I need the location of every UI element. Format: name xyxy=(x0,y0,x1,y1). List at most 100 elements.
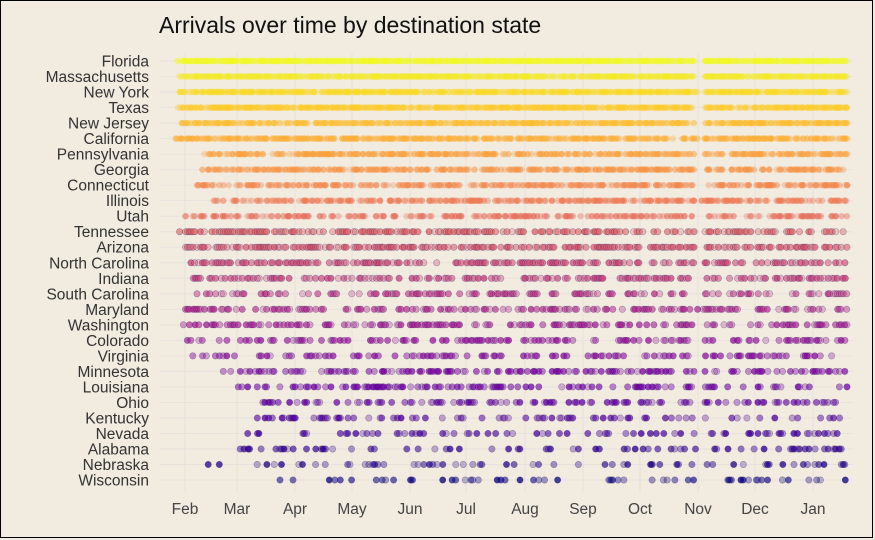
data-point xyxy=(263,460,271,468)
data-point xyxy=(401,166,408,173)
data-point xyxy=(380,182,387,189)
data-point xyxy=(704,150,711,158)
data-point xyxy=(439,460,447,468)
data-point xyxy=(713,119,720,127)
data-point xyxy=(637,135,645,142)
data-point xyxy=(337,73,344,80)
data-point xyxy=(756,213,763,220)
data-point xyxy=(565,367,573,375)
data-point xyxy=(433,166,440,173)
data-point xyxy=(684,119,692,127)
data-point xyxy=(787,135,794,142)
data-point xyxy=(494,135,501,142)
data-point xyxy=(507,166,514,173)
data-point xyxy=(337,119,344,127)
data-point xyxy=(281,290,289,298)
data-point xyxy=(297,57,304,65)
data-point xyxy=(475,150,482,158)
data-point xyxy=(819,197,826,204)
data-point xyxy=(488,445,496,453)
data-point xyxy=(456,166,463,173)
data-point xyxy=(185,88,193,96)
data-point xyxy=(388,57,395,65)
data-point xyxy=(350,119,357,127)
data-point xyxy=(554,336,562,344)
data-point xyxy=(461,88,469,96)
data-point xyxy=(420,150,427,158)
data-point xyxy=(750,445,758,453)
data-point xyxy=(800,182,807,189)
data-point xyxy=(574,445,582,453)
data-point xyxy=(833,429,841,437)
data-point xyxy=(401,197,408,204)
data-point xyxy=(581,150,588,158)
data-point xyxy=(375,135,382,142)
data-point xyxy=(276,259,284,267)
data-point xyxy=(718,104,726,111)
data-point xyxy=(270,460,278,468)
data-point xyxy=(380,213,387,220)
data-point xyxy=(299,166,306,173)
data-point xyxy=(295,57,303,65)
data-point xyxy=(739,73,746,80)
data-point xyxy=(677,150,684,158)
data-point xyxy=(707,119,714,127)
data-point xyxy=(781,166,788,173)
data-point xyxy=(819,119,826,127)
data-point xyxy=(454,73,461,80)
data-point xyxy=(314,383,322,391)
data-point xyxy=(306,57,314,65)
data-point xyxy=(771,228,779,236)
data-point xyxy=(256,197,263,204)
data-point xyxy=(490,243,498,251)
data-point xyxy=(373,166,380,173)
data-point xyxy=(743,57,750,65)
data-point xyxy=(210,305,218,313)
data-point xyxy=(803,321,811,329)
data-point xyxy=(507,383,515,391)
data-point xyxy=(456,182,463,189)
data-point xyxy=(523,367,531,375)
data-point xyxy=(643,352,651,360)
data-point xyxy=(628,104,635,111)
data-point xyxy=(469,182,476,189)
data-point xyxy=(586,150,593,158)
data-point xyxy=(724,259,732,267)
data-point xyxy=(253,460,261,468)
data-point xyxy=(355,352,363,360)
data-point xyxy=(378,104,386,111)
data-point xyxy=(284,104,291,111)
data-point xyxy=(200,213,208,220)
data-point xyxy=(425,274,433,282)
data-point xyxy=(276,119,283,127)
data-point xyxy=(686,88,694,96)
data-point xyxy=(357,182,365,189)
data-point xyxy=(766,166,773,173)
data-point xyxy=(724,445,732,453)
data-point xyxy=(826,367,834,375)
data-point xyxy=(389,150,397,158)
data-point xyxy=(223,352,231,360)
data-point xyxy=(373,182,380,189)
data-point xyxy=(599,274,607,282)
data-point xyxy=(374,352,382,360)
data-point xyxy=(395,259,403,267)
data-point xyxy=(537,57,544,65)
data-point xyxy=(286,88,293,96)
data-point xyxy=(407,166,414,173)
data-point xyxy=(637,429,645,437)
data-point xyxy=(316,398,324,406)
data-point xyxy=(317,336,325,344)
data-point xyxy=(775,336,783,344)
data-point xyxy=(507,182,514,189)
data-point xyxy=(303,88,310,96)
data-point xyxy=(275,166,282,173)
data-point xyxy=(499,88,507,96)
data-point xyxy=(295,150,303,158)
data-point xyxy=(492,182,499,189)
data-point xyxy=(565,398,573,406)
data-point xyxy=(495,197,503,204)
data-point xyxy=(843,243,851,251)
data-point xyxy=(824,398,832,406)
data-point xyxy=(415,88,422,96)
